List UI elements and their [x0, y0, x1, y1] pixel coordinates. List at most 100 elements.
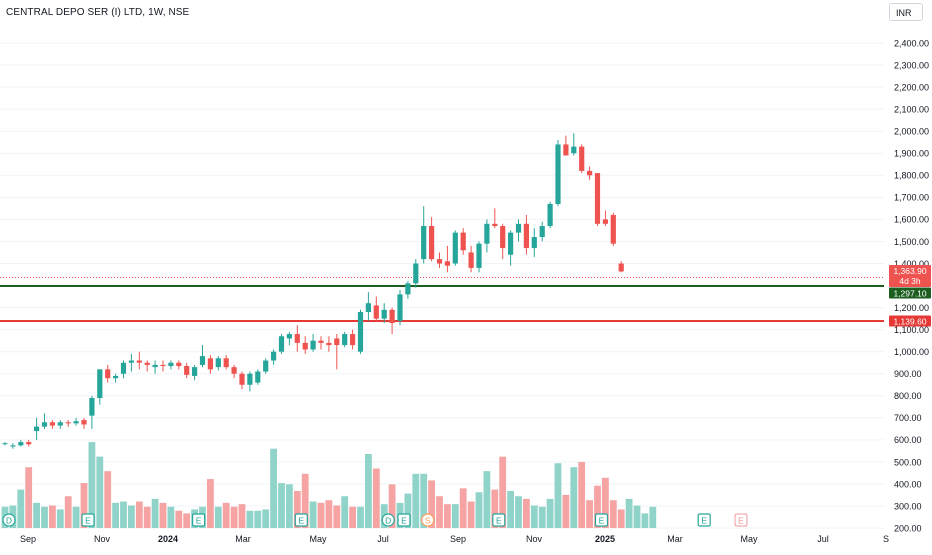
candle-body: [515, 223, 522, 233]
candle-body: [350, 334, 356, 346]
earnings-marker: [81, 513, 95, 527]
candle-body: [65, 422, 71, 424]
candle-body: [255, 371, 261, 383]
candle-body: [531, 237, 537, 249]
candle-body: [239, 373, 245, 385]
volume-bar: [104, 471, 112, 528]
candle-body: [547, 203, 553, 227]
price-tick-label: 1,100.00: [894, 325, 929, 335]
volume-bar: [554, 463, 562, 528]
price-tick-label: 600.00: [894, 435, 922, 445]
price-tick-label: 900.00: [894, 369, 922, 379]
candle-body: [192, 367, 198, 376]
volume-bar: [293, 490, 301, 528]
candle-body: [18, 442, 24, 446]
current-price-label-text: 4d 3h: [899, 276, 921, 286]
volume-bar: [230, 506, 238, 528]
price-tick-label: 1,800.00: [894, 171, 929, 181]
candle-body: [594, 173, 601, 224]
marker-letter: D: [385, 515, 391, 525]
volume-bar: [270, 448, 277, 528]
candle-body: [357, 312, 364, 352]
marker-letter: D: [6, 515, 12, 525]
candle-body: [397, 294, 403, 321]
volume-bar: [341, 496, 349, 528]
candle-body: [89, 398, 95, 416]
candle-body: [523, 223, 529, 249]
price-tick-label: 200.00: [894, 523, 922, 533]
candles: [2, 133, 624, 449]
price-tick-label: 2,300.00: [894, 60, 929, 70]
time-tick-label: May: [740, 534, 758, 544]
candle-body: [476, 243, 482, 268]
volume-bar: [365, 454, 372, 528]
price-tick-label: 1,900.00: [894, 149, 929, 159]
volume-bar: [309, 501, 317, 528]
time-axis[interactable]: Sep Nov 2024 Mar May Jul Sep Nov 2025 Mar May Jul S: [20, 534, 889, 544]
time-tick-label: Mar: [235, 534, 251, 544]
lower-level-price-label-text: 1,139.60: [893, 317, 926, 327]
volume-bar: [436, 496, 443, 528]
candle-body: [294, 334, 300, 343]
candle-body: [160, 364, 166, 367]
volume-bar: [617, 509, 625, 528]
price-tick-label: 2,000.00: [894, 127, 929, 137]
volume-bar: [372, 468, 380, 528]
candle-body: [365, 303, 371, 313]
candle-body: [436, 259, 443, 264]
earnings-marker: [294, 513, 308, 527]
volume-bar: [538, 506, 546, 528]
symbol-title: CENTRAL DEPO SER (I) LTD, 1W, NSE: [6, 7, 190, 18]
volume-bar: [56, 509, 64, 528]
candle-body: [168, 362, 174, 367]
candle-body: [460, 232, 466, 251]
volume-bar: [467, 501, 475, 528]
current-price-label: [889, 265, 931, 287]
volume-bar: [254, 510, 262, 528]
candle-body: [26, 442, 32, 445]
currency-selector[interactable]: INR: [889, 3, 923, 21]
volume-bar: [499, 456, 507, 528]
marker-letter: S: [425, 515, 431, 525]
volume-bar: [159, 502, 167, 528]
split-marker: [421, 513, 435, 527]
volume-bar: [562, 494, 570, 528]
volume-bar: [451, 504, 459, 528]
price-tick-label: 1,400.00: [894, 259, 929, 269]
volume-bar: [207, 479, 214, 528]
volume-bar: [214, 506, 222, 528]
volume-bar: [17, 489, 25, 528]
price-tick-label: 2,200.00: [894, 82, 929, 92]
volume-bar: [594, 485, 601, 528]
volume-bar: [64, 496, 72, 528]
volume-bar: [444, 504, 451, 528]
candle-body: [41, 422, 48, 427]
earnings-marker: [192, 513, 206, 527]
volume-bar: [515, 496, 522, 528]
candle-body: [571, 146, 577, 154]
candle-body: [278, 336, 285, 352]
time-tick-label: Jul: [817, 534, 829, 544]
volume-bar: [483, 471, 491, 528]
horizontal-levels[interactable]: [0, 276, 884, 322]
candle-body: [105, 369, 111, 379]
candle-body: [421, 226, 427, 260]
marker-letter: E: [401, 515, 407, 525]
volume-bar: [167, 506, 175, 528]
marker-letter: E: [85, 515, 91, 525]
volume-bar: [420, 473, 428, 528]
price-tick-label: 700.00: [894, 413, 922, 423]
candle-body: [310, 340, 316, 350]
volume-bar: [246, 510, 254, 528]
candle-body: [215, 358, 221, 368]
candle-body: [405, 283, 411, 295]
candle-body: [492, 223, 498, 227]
price-tick-label: 800.00: [894, 391, 922, 401]
earnings-marker: [594, 513, 609, 527]
price-axis[interactable]: 2,400.00 2,300.00 2,200.00 2,100.00 2,000.00…: [894, 38, 929, 533]
candle-body: [587, 170, 593, 176]
volume-bar: [135, 501, 143, 528]
